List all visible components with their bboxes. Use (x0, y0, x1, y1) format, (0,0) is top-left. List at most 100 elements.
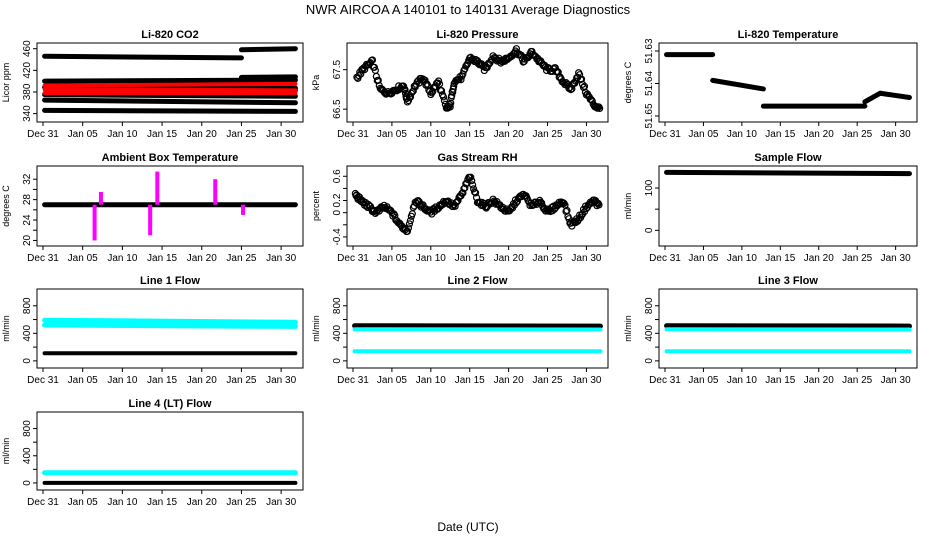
series-group (352, 174, 602, 234)
x-tick-label: Jan 05 (68, 375, 98, 386)
y-tick-label: 51.63 (644, 38, 655, 63)
series-band (45, 100, 296, 103)
x-tick-label: Jan 20 (187, 253, 217, 264)
x-tick-label: Jan 25 (226, 129, 256, 140)
series-band (45, 325, 296, 326)
x-tick-label: Jan 15 (147, 253, 177, 264)
y-tick-label: 66.5 (332, 99, 343, 119)
x-tick-label: Jan 30 (266, 253, 296, 264)
x-tick-label: Dec 31 (27, 497, 59, 508)
x-tick-label: Jan 10 (416, 129, 446, 140)
x-tick-label: Dec 31 (649, 375, 681, 386)
y-axis-label: ml/min (1, 438, 11, 465)
panel-title: Line 4 (LT) Flow (129, 398, 212, 410)
x-tick-label: Dec 31 (337, 375, 369, 386)
x-tick-label: Jan 10 (107, 253, 137, 264)
panel-title: Line 1 Flow (140, 275, 200, 287)
x-tick-label: Jan 15 (455, 253, 485, 264)
series-band (865, 93, 880, 102)
x-tick-label: Dec 31 (649, 129, 681, 140)
x-tick-label: Jan 20 (187, 497, 217, 508)
x-tick-label: Jan 20 (804, 253, 834, 264)
x-tick-label: Jan 15 (147, 375, 177, 386)
y-axis-label: degrees C (1, 185, 11, 227)
series-group (45, 320, 296, 353)
y-tick-label: 28 (22, 194, 33, 206)
x-tick-label: Jan 15 (765, 129, 795, 140)
y-axis-label: Licor ppm (1, 63, 11, 103)
y-tick-label: 67.5 (332, 60, 343, 80)
x-tick-label: Dec 31 (649, 253, 681, 264)
x-tick-label: Jan 30 (266, 497, 296, 508)
y-tick-label: 800 (332, 297, 343, 314)
x-tick-label: Jan 05 (688, 253, 718, 264)
y-tick-label: 800 (644, 297, 655, 314)
y-tick-label: 400 (644, 325, 655, 342)
x-tick-label: Jan 10 (727, 253, 757, 264)
x-tick-label: Dec 31 (27, 375, 59, 386)
x-tick-label: Jan 20 (494, 253, 524, 264)
x-tick-label: Jan 10 (727, 375, 757, 386)
panel-4: Gas Stream RH percent Dec 31 Jan 05 Jan 10 Ja… (311, 152, 608, 264)
x-axis-label: Date (UTC) (437, 520, 498, 534)
panel-title: Gas Stream RH (437, 152, 517, 164)
y-tick-label: 0 (332, 209, 343, 215)
x-tick-label: Jan 30 (881, 375, 911, 386)
x-tick-label: Jan 05 (377, 253, 407, 264)
y-axis-label: ml/min (1, 315, 11, 342)
y-axis-label: kPa (311, 75, 321, 91)
series-group (355, 326, 601, 351)
x-tick-label: Jan 20 (187, 129, 217, 140)
y-tick-label: 0 (332, 358, 343, 364)
series-band (45, 56, 242, 58)
x-tick-label: Dec 31 (337, 253, 369, 264)
y-tick-label: 400 (22, 447, 33, 464)
series-band (45, 320, 296, 322)
x-tick-label: Jan 05 (688, 375, 718, 386)
x-tick-label: Jan 05 (377, 129, 407, 140)
plot-frame (659, 166, 917, 246)
y-tick-label: 0 (644, 227, 655, 233)
x-tick-label: Jan 15 (765, 375, 795, 386)
y-tick-label: 340 (22, 105, 33, 122)
y-tick-label: 0.6 (332, 169, 343, 183)
series-band (45, 89, 296, 90)
x-tick-label: Dec 31 (337, 129, 369, 140)
x-tick-label: Jan 25 (226, 497, 256, 508)
series-band (880, 93, 909, 97)
x-tick-label: Jan 20 (804, 129, 834, 140)
x-tick-label: Jan 05 (68, 129, 98, 140)
series-band (241, 49, 295, 50)
x-tick-label: Jan 25 (842, 129, 872, 140)
y-tick-label: -0.4 (332, 228, 343, 246)
panel-title: Li-820 CO2 (141, 29, 198, 41)
panel-title: Line 3 Flow (758, 275, 818, 287)
x-tick-label: Jan 10 (727, 129, 757, 140)
x-tick-label: Dec 31 (27, 253, 59, 264)
y-tick-label: 800 (22, 297, 33, 314)
y-tick-label: 51.65 (644, 103, 655, 128)
y-axis-label: ml/min (311, 315, 321, 342)
y-tick-label: 0 (644, 358, 655, 364)
figure-title: NWR AIRCOA A 140101 to 140131 Average Di… (306, 2, 631, 17)
y-tick-label: 24 (22, 214, 33, 226)
series-group (667, 326, 910, 351)
panel-title: Sample Flow (754, 152, 822, 164)
x-tick-label: Jan 05 (688, 129, 718, 140)
series-group (45, 49, 296, 112)
series-band (45, 110, 296, 111)
x-tick-label: Jan 30 (571, 129, 601, 140)
x-tick-label: Jan 10 (416, 253, 446, 264)
x-tick-label: Jan 15 (147, 497, 177, 508)
x-tick-label: Jan 05 (377, 375, 407, 386)
x-tick-label: Jan 10 (416, 375, 446, 386)
x-tick-label: Jan 15 (147, 129, 177, 140)
x-tick-label: Jan 25 (226, 253, 256, 264)
y-tick-label: 400 (22, 325, 33, 342)
y-axis-label: percent (311, 190, 321, 221)
